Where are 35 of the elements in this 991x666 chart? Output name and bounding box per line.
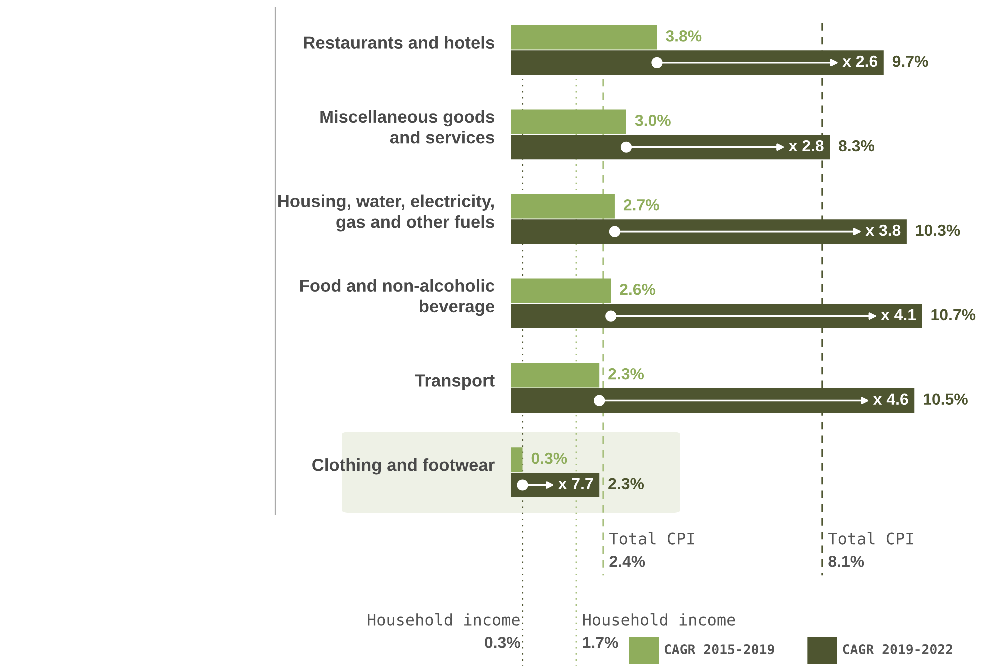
data-label: 9.7% — [892, 56, 928, 68]
data-label: 2.6% — [620, 284, 656, 296]
ref-line-label: Total CPI 2.4% — [610, 532, 694, 568]
data-label: 10.7% — [932, 309, 976, 321]
bar — [511, 448, 523, 472]
legend-label: CAGR 2019-2022 — [843, 644, 952, 655]
data-label: 2.3% — [608, 478, 644, 490]
data-label: 2.7% — [624, 199, 660, 211]
y-tick-label: Restaurants and hotels — [304, 36, 494, 49]
data-label: 8.3% — [839, 140, 875, 152]
annotation: x 4.6 — [873, 394, 908, 406]
y-tick-label: Transport — [415, 374, 495, 390]
annotation: x 2.8 — [788, 140, 824, 152]
annotation: x 2.6 — [842, 56, 878, 68]
data-label: 0.3% — [532, 452, 568, 464]
bar — [511, 110, 626, 134]
bar — [511, 50, 884, 76]
y-tick-label: Housing, water, electricity, gas and other fuels — [278, 194, 494, 232]
data-label: 3.8% — [666, 30, 702, 42]
annotation: x 3.8 — [866, 224, 901, 236]
bar — [511, 363, 600, 388]
bar — [511, 278, 612, 304]
annotation: x 4.1 — [881, 309, 916, 320]
annotation: x 7.7 — [558, 478, 594, 490]
data-label: 10.3% — [916, 224, 960, 236]
y-tick-label: Food and non-alcoholic beverage — [300, 279, 495, 316]
bar — [511, 25, 658, 50]
data-label: 2.3% — [608, 368, 644, 380]
y-tick-label: Miscellaneous goods and services — [320, 110, 494, 144]
ref-line-label: Total CPI 8.1% — [828, 532, 914, 568]
bar — [511, 194, 615, 219]
y-tick-label: Clothing and footwear — [312, 458, 495, 475]
data-label: 10.5% — [924, 394, 968, 406]
ref-line-label: Household income 0.3% — [368, 613, 520, 648]
data-label: 3.0% — [635, 115, 671, 126]
